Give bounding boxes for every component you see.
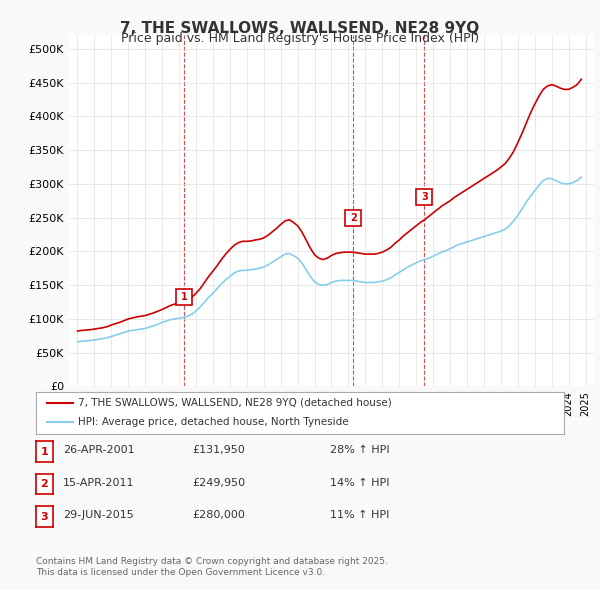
Text: 2: 2: [350, 213, 357, 222]
Text: 7, THE SWALLOWS, WALLSEND, NE28 9YQ: 7, THE SWALLOWS, WALLSEND, NE28 9YQ: [121, 21, 479, 35]
Text: 3: 3: [421, 192, 428, 202]
Text: 29-JUN-2015: 29-JUN-2015: [63, 510, 134, 520]
Text: 3: 3: [41, 512, 48, 522]
Text: £131,950: £131,950: [192, 445, 245, 455]
Text: Price paid vs. HM Land Registry's House Price Index (HPI): Price paid vs. HM Land Registry's House …: [121, 32, 479, 45]
Text: 26-APR-2001: 26-APR-2001: [63, 445, 134, 455]
Text: £280,000: £280,000: [192, 510, 245, 520]
Text: 14% ↑ HPI: 14% ↑ HPI: [330, 478, 389, 487]
Text: Contains HM Land Registry data © Crown copyright and database right 2025.: Contains HM Land Registry data © Crown c…: [36, 558, 388, 566]
Text: 15-APR-2011: 15-APR-2011: [63, 478, 134, 487]
Text: This data is licensed under the Open Government Licence v3.0.: This data is licensed under the Open Gov…: [36, 568, 325, 577]
Text: 1: 1: [41, 447, 48, 457]
Text: £249,950: £249,950: [192, 478, 245, 487]
Text: 28% ↑ HPI: 28% ↑ HPI: [330, 445, 389, 455]
Text: 7, THE SWALLOWS, WALLSEND, NE28 9YQ (detached house): 7, THE SWALLOWS, WALLSEND, NE28 9YQ (det…: [78, 398, 392, 408]
Text: 1: 1: [181, 293, 188, 302]
Text: 2: 2: [41, 479, 48, 489]
Text: 11% ↑ HPI: 11% ↑ HPI: [330, 510, 389, 520]
Text: HPI: Average price, detached house, North Tyneside: HPI: Average price, detached house, Nort…: [78, 417, 349, 427]
